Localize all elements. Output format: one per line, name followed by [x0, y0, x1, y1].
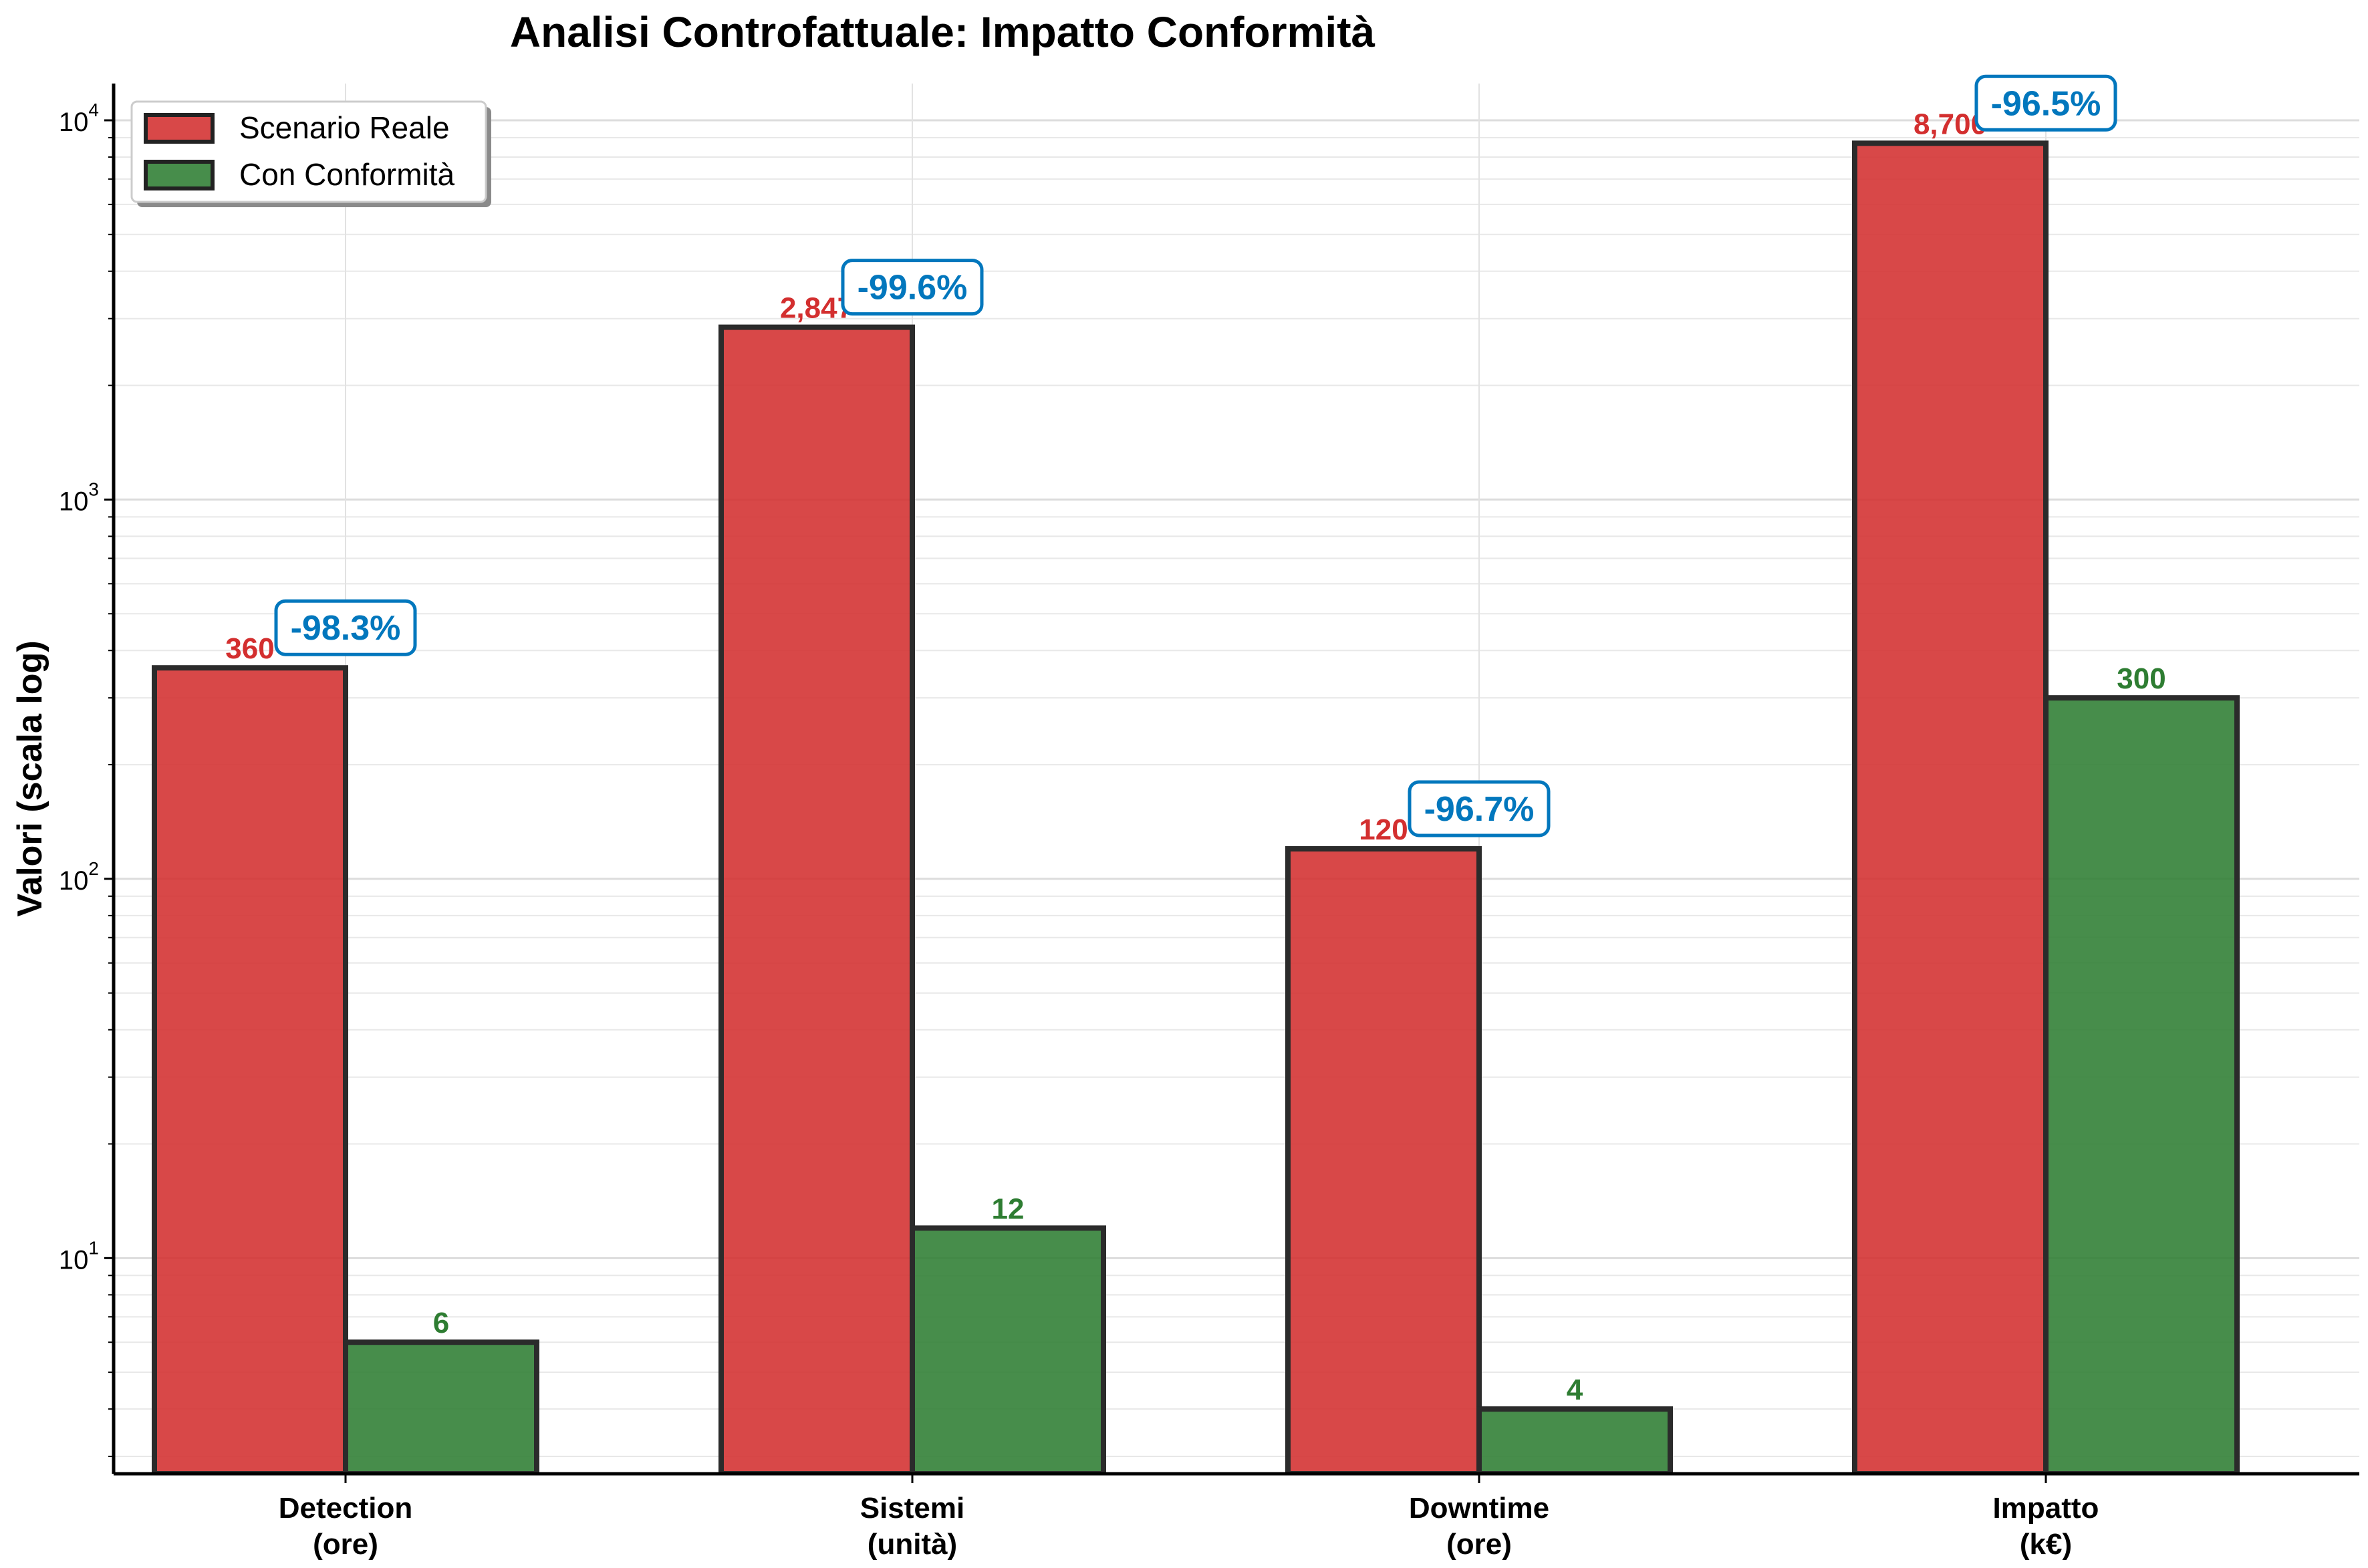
axes	[112, 84, 2359, 1476]
bar-scenario-reale-impatto	[1852, 140, 2049, 1474]
value-label: 12	[992, 1192, 1025, 1225]
bar-con-conformita-downtime	[1476, 1406, 1673, 1474]
reduction-badge	[1408, 780, 1551, 837]
x-tick-label: Detection	[279, 1492, 412, 1525]
x-tick-label: (k€)	[2020, 1528, 2072, 1561]
reduction-label: -96.7%	[1424, 790, 1535, 829]
value-label: 300	[2117, 662, 2165, 695]
reduction-badge	[274, 599, 417, 656]
bar-con-conformita-impatto	[2043, 695, 2240, 1474]
x-tick-label: (ore)	[313, 1528, 378, 1561]
bar-scenario-reale-downtime	[1285, 845, 1482, 1474]
y-tick-labels: 101 102 103 104	[59, 100, 99, 1275]
value-label: 360	[225, 632, 274, 665]
legend-swatch-con-conformita	[144, 160, 215, 190]
bar-scenario-reale-sistemi	[718, 324, 915, 1474]
x-tick-label: (ore)	[1446, 1528, 1512, 1561]
bar-con-conformita-detection	[343, 1339, 539, 1474]
bars	[152, 140, 2240, 1474]
reduction-label: -99.6%	[858, 269, 968, 307]
reduction-badge	[841, 259, 984, 316]
legend-frame	[130, 100, 487, 203]
chart-title: Analisi Controfattuale: Impatto Conformi…	[510, 8, 1375, 56]
x-tick-labels: Detection(ore)Sistemi(unità)Downtime(ore…	[279, 1474, 2099, 1561]
value-label: 6	[433, 1307, 449, 1339]
value-label: 120	[1359, 813, 1408, 846]
y-tick-label: 101	[59, 1237, 99, 1275]
legend-label-scenario-reale: Scenario Reale	[239, 110, 450, 145]
bar-con-conformita-sistemi	[910, 1225, 1106, 1474]
y-tick-label: 103	[59, 479, 99, 516]
x-tick-label: Impatto	[1993, 1492, 2099, 1525]
legend-swatch-scenario-reale	[144, 113, 215, 144]
y-tick-label: 102	[59, 858, 99, 896]
reduction-label: -98.3%	[291, 609, 401, 648]
reduction-badge	[1974, 74, 2117, 132]
x-tick-label: Sistemi	[860, 1492, 965, 1525]
value-label: 4	[1567, 1374, 1583, 1406]
bar-scenario-reale-detection	[152, 665, 348, 1474]
reduction-label: -96.5%	[1991, 84, 2101, 123]
x-tick-label: (unità)	[868, 1528, 957, 1561]
y-axis-label: Valori (scala log)	[11, 640, 49, 916]
legend: Scenario Reale Con Conformità	[130, 100, 491, 207]
legend-label-con-conformita: Con Conformità	[239, 157, 455, 192]
x-tick-label: Downtime	[1409, 1492, 1549, 1525]
y-tick-label: 104	[59, 100, 99, 137]
reduction-labels: -98.3% -99.6% -96.7% -96.5%	[274, 74, 2117, 837]
